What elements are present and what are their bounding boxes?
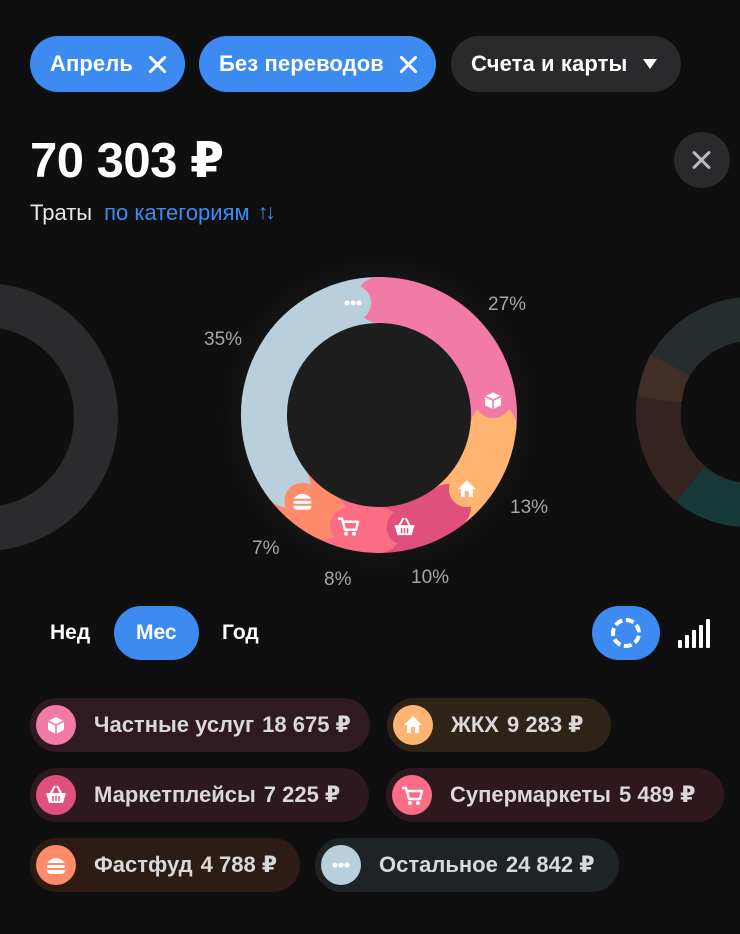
- burger-icon: [36, 845, 76, 885]
- box-icon: [36, 705, 76, 745]
- burger-icon: [284, 482, 321, 519]
- pct-label-other: 35%: [204, 329, 243, 350]
- donut-icons: [284, 284, 512, 546]
- category-pill-supermarkets[interactable]: Супермаркеты 5 489 ₽: [386, 768, 724, 822]
- category-amount: 18 675 ₽: [262, 712, 351, 737]
- accounts-dropdown-label: Счета и карты: [471, 51, 628, 76]
- cart-icon: [330, 507, 367, 544]
- category-pill-fastfood[interactable]: Фастфуд 4 788 ₽: [30, 838, 300, 892]
- period-month[interactable]: Мес: [114, 606, 199, 660]
- spending-subtitle: Траты по категориям ↑↓: [30, 200, 276, 226]
- category-pill-marketplaces[interactable]: Маркетплейсы 7 225 ₽: [30, 768, 369, 822]
- basket-icon: [36, 775, 76, 815]
- house-icon: [448, 471, 485, 508]
- category-pill-zhkh[interactable]: ЖКХ 9 283 ₽: [387, 698, 611, 752]
- next-month-donut: [636, 297, 740, 527]
- category-amount: 7 225 ₽: [263, 782, 341, 807]
- category-name: Частные услуг: [94, 712, 255, 737]
- donut-icon: [611, 618, 641, 648]
- category-amount: 5 489 ₽: [618, 782, 696, 807]
- pct-label-supermarkets: 8%: [324, 569, 352, 590]
- donut-chart-svg: [0, 255, 740, 575]
- close-icon[interactable]: [398, 54, 418, 74]
- house-icon: [393, 705, 433, 745]
- grouping-link[interactable]: по категориям: [104, 200, 250, 225]
- sort-icon[interactable]: ↑↓: [257, 201, 276, 224]
- pct-label-marketplaces: 10%: [411, 567, 450, 588]
- donut-view-button[interactable]: [592, 606, 660, 660]
- category-name: Фастфуд: [94, 852, 193, 877]
- accounts-dropdown[interactable]: Счета и карты: [451, 36, 682, 92]
- category-amount: 4 788 ₽: [200, 852, 278, 877]
- basket-icon: [386, 509, 423, 546]
- period-week[interactable]: Нед: [50, 621, 91, 644]
- category-pill-chastnye[interactable]: Частные услуг 18 675 ₽: [30, 698, 370, 752]
- box-icon: [475, 382, 512, 419]
- filter-chip-transfers[interactable]: Без переводов: [199, 36, 436, 92]
- prev-month-donut: [0, 284, 118, 550]
- category-amount: 9 283 ₽: [507, 712, 584, 737]
- dots-icon: [321, 845, 361, 885]
- filter-chip-month[interactable]: Апрель: [30, 36, 185, 92]
- spending-label: Траты: [30, 200, 93, 225]
- close-icon[interactable]: [147, 54, 167, 74]
- donut-segment-cap-1: [470, 403, 517, 450]
- category-pill-other[interactable]: Остальное 24 842 ₽: [315, 838, 619, 892]
- dots-icon: [335, 284, 372, 321]
- category-name: Остальное: [379, 852, 498, 877]
- category-name: Маркетплейсы: [94, 782, 256, 807]
- category-name: Супермаркеты: [450, 782, 611, 807]
- category-amount: 24 842 ₽: [505, 852, 595, 877]
- cart-icon: [392, 775, 432, 815]
- spending-chart: 27% 13% 10% 8% 7% 35%: [0, 240, 740, 600]
- bar-chart-icon[interactable]: [678, 618, 710, 648]
- total-amount: 70 303 ₽: [30, 134, 224, 188]
- period-year[interactable]: Год: [222, 621, 259, 644]
- pct-label-chastnye: 27%: [488, 294, 527, 315]
- filter-chip-month-label: Апрель: [50, 51, 133, 76]
- category-name: ЖКХ: [451, 712, 499, 737]
- close-button[interactable]: [674, 132, 730, 188]
- pct-label-zhkh: 13%: [510, 497, 549, 518]
- pct-label-fastfood: 7%: [252, 538, 280, 559]
- filter-chip-transfers-label: Без переводов: [219, 51, 384, 76]
- chevron-down-icon: [643, 59, 658, 69]
